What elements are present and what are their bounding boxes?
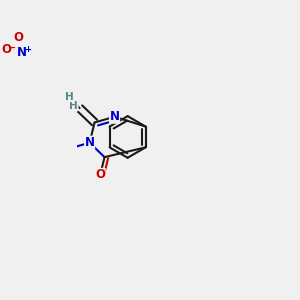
Text: −: − xyxy=(8,43,16,53)
Text: N: N xyxy=(85,136,94,149)
Text: O: O xyxy=(95,168,105,182)
Text: O: O xyxy=(13,31,23,44)
Text: N: N xyxy=(110,110,120,123)
Text: +: + xyxy=(24,45,31,54)
Text: N: N xyxy=(17,46,27,59)
Text: O: O xyxy=(2,43,12,56)
Text: H: H xyxy=(65,92,74,102)
Text: H: H xyxy=(69,101,78,111)
